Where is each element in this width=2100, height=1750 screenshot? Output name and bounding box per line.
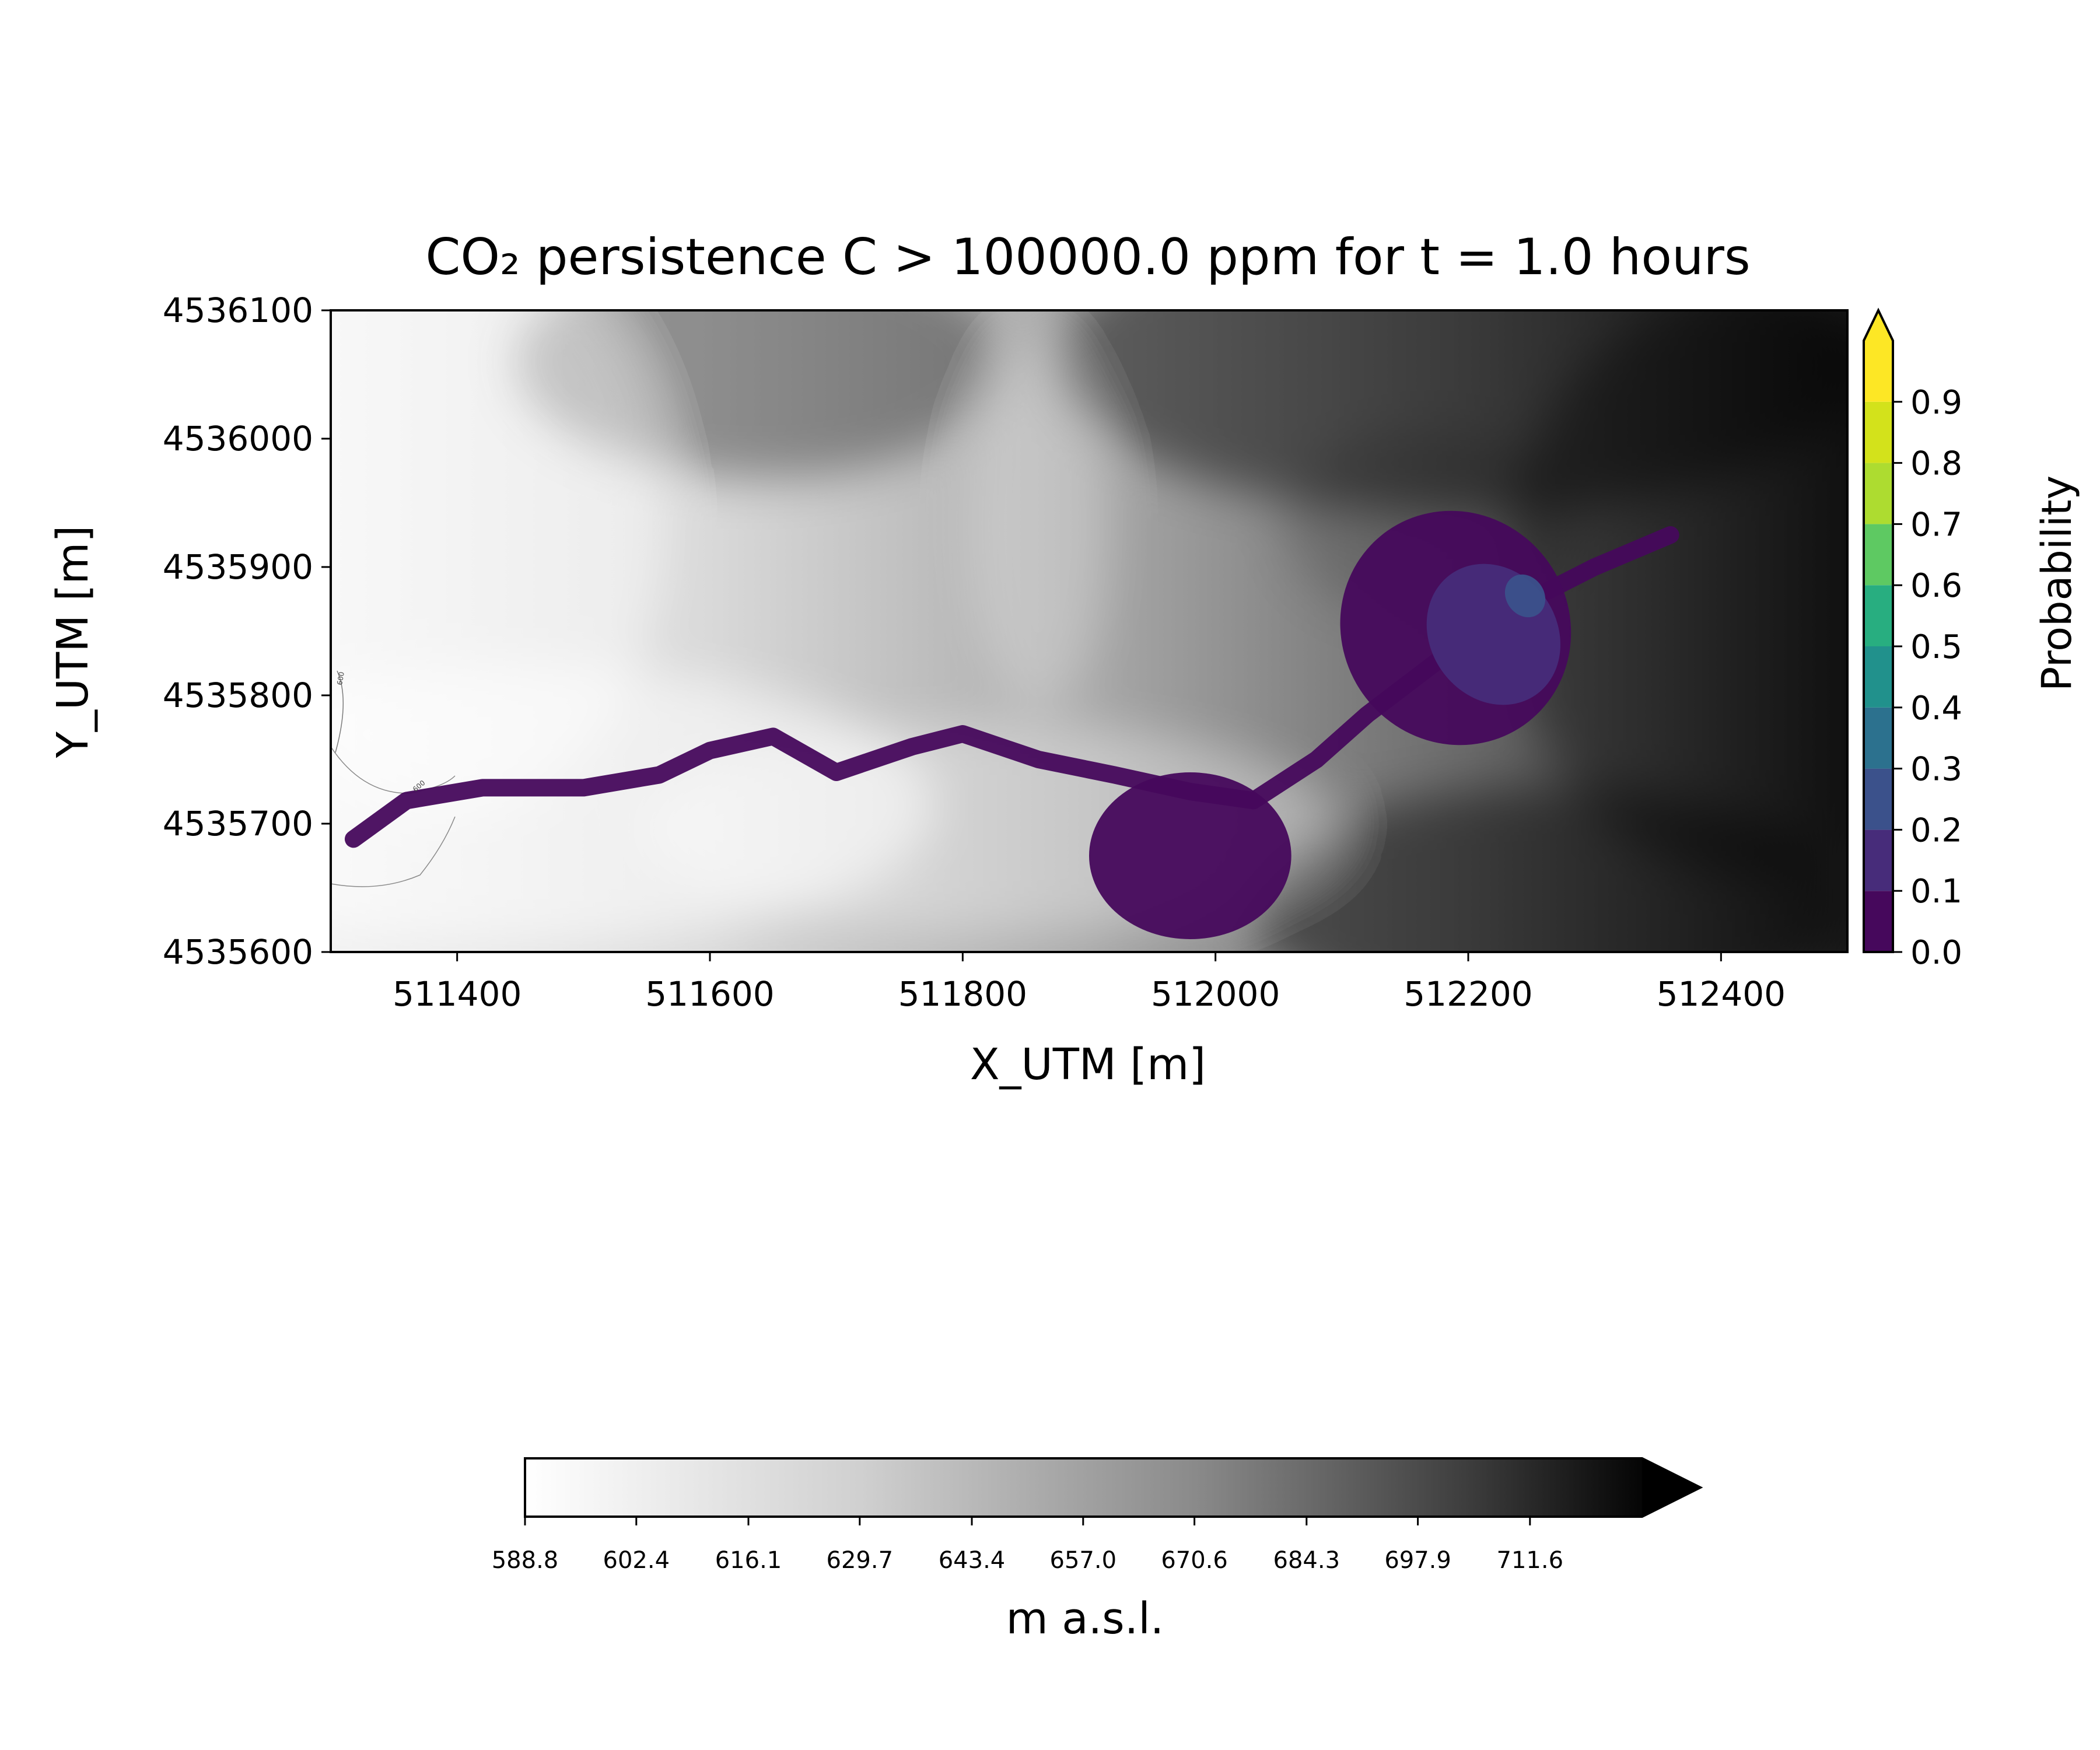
x-tick-label: 511800 xyxy=(898,974,1027,1014)
probability-tick-label: 0.6 xyxy=(1910,567,1962,605)
y-axis-label: Y_UTM [m] xyxy=(48,526,98,759)
probability-band xyxy=(1864,524,1893,586)
x-tick-label: 511600 xyxy=(645,974,774,1014)
co2-plume xyxy=(345,510,1679,939)
y-tick-label: 4536000 xyxy=(163,419,313,459)
x-tick-label: 512400 xyxy=(1657,974,1786,1014)
probability-band xyxy=(1864,401,1893,463)
probability-colorbar-label: Probability xyxy=(2033,475,2081,691)
y-tick-label: 4536100 xyxy=(163,290,313,330)
probability-band xyxy=(1864,768,1893,830)
terrain-background xyxy=(331,310,1847,952)
y-axis-ticks: 4535600 4535700 4535800 4535900 4536000 45361… xyxy=(163,290,331,972)
probability-colorbar-frame xyxy=(1863,307,1894,953)
probability-colorbar: 0.0 0.1 0.2 0.3 0.4 0.5 0.6 0.7 0.8 0.9 xyxy=(1863,307,1962,972)
elevation-tick-label: 684.3 xyxy=(1273,1547,1340,1574)
probability-tick-label: 0.5 xyxy=(1910,628,1962,666)
elevation-colorbar-ticks: 588.8 602.4 616.1 629.7 643.4 657.0 670.6 684.3… xyxy=(492,1517,1563,1574)
plume-region xyxy=(1089,772,1292,939)
elevation-colorbar-label: m a.s.l. xyxy=(1006,1594,1164,1644)
elevation-tick-label: 657.0 xyxy=(1050,1547,1117,1574)
probability-tick-label: 0.1 xyxy=(1910,873,1962,911)
axes-frame xyxy=(330,309,1849,953)
probability-tick-label: 0.8 xyxy=(1910,445,1962,483)
probability-band xyxy=(1864,646,1893,708)
probability-band xyxy=(1864,463,1893,524)
elevation-tick-label: 697.9 xyxy=(1384,1547,1451,1574)
elevation-tick-label: 629.7 xyxy=(827,1547,894,1574)
probability-band xyxy=(1864,707,1893,769)
x-tick-label: 512200 xyxy=(1404,974,1532,1014)
y-tick-label: 4535800 xyxy=(163,676,313,715)
chart-title: CO₂ persistence C > 100000.0 ppm for t =… xyxy=(425,228,1750,286)
probability-band xyxy=(1864,341,1893,402)
elevation-tick-label: 643.4 xyxy=(939,1547,1006,1574)
y-tick-label: 4535600 xyxy=(163,932,313,972)
probability-extend-arrow xyxy=(1864,310,1893,341)
x-axis-ticks: 511400 511600 511800 512000 512200 512400 xyxy=(393,952,1786,1014)
probability-tick-label: 0.4 xyxy=(1910,690,1962,727)
x-tick-label: 512000 xyxy=(1151,974,1280,1014)
x-tick-label: 511400 xyxy=(393,974,522,1014)
elevation-tick-label: 616.1 xyxy=(715,1547,782,1574)
elevation-colorbar xyxy=(524,1457,1703,1518)
y-tick-label: 4535900 xyxy=(163,547,313,587)
plume-region xyxy=(1504,574,1546,618)
x-axis-label: X_UTM [m] xyxy=(970,1040,1206,1090)
contour-label: 600 xyxy=(335,671,346,686)
probability-tick-label: 0.7 xyxy=(1910,506,1962,544)
probability-band xyxy=(1864,830,1893,891)
elevation-tick-label: 602.4 xyxy=(603,1547,670,1574)
elevation-tick-label: 670.6 xyxy=(1161,1547,1228,1574)
y-tick-label: 4535700 xyxy=(163,804,313,844)
probability-band xyxy=(1864,891,1893,952)
probability-tick-label: 0.0 xyxy=(1910,934,1962,972)
elevation-tick-label: 711.6 xyxy=(1497,1547,1564,1574)
probability-tick-label: 0.9 xyxy=(1910,384,1962,422)
probability-tick-label: 0.2 xyxy=(1910,811,1962,849)
probability-band xyxy=(1864,585,1893,646)
elevation-tick-label: 588.8 xyxy=(492,1547,559,1574)
probability-tick-label: 0.3 xyxy=(1910,751,1962,789)
